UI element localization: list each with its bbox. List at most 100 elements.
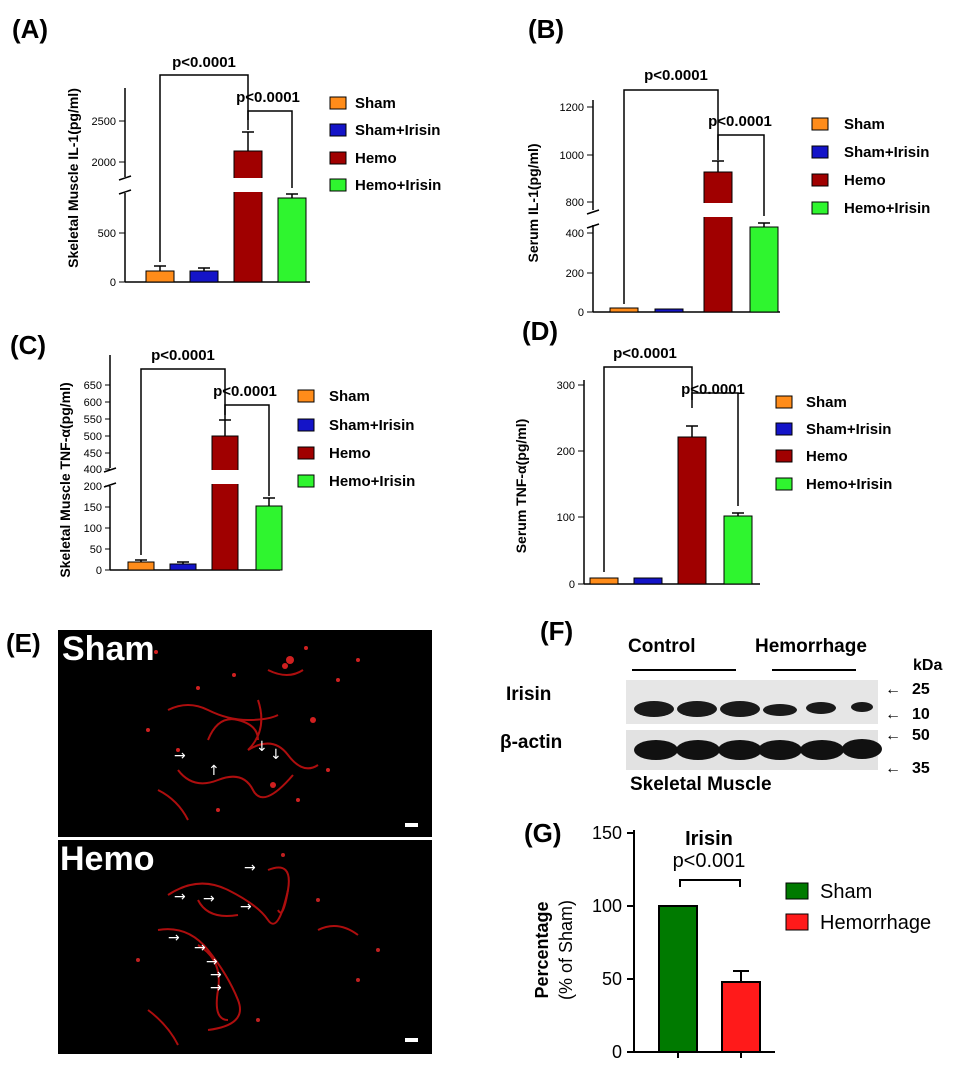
bar-d-sham-irisin — [633, 577, 663, 585]
legend-item: Sham+Irisin — [806, 421, 891, 438]
panel-c-tick: 100 — [84, 523, 102, 535]
marker-25: 25 — [912, 681, 930, 698]
marker-arrow-50: ← — [885, 727, 901, 744]
panel-c: (C) Skeletal Muscle TNF-α(pg/ml) 0 50 10… — [10, 330, 415, 578]
arrow-marker: → — [244, 860, 256, 876]
panel-e-label: (E) — [6, 628, 41, 658]
panel-c-tick: 500 — [84, 431, 102, 443]
legend-item: Hemorrhage — [820, 912, 931, 934]
panel-a-tick: 500 — [98, 228, 116, 240]
panel-a-pvalue-2: p<0.0001 — [236, 89, 300, 106]
kda-label: kDa — [913, 657, 942, 674]
micrograph-sham: Sham → ↑ ↓ ↓ — [58, 630, 432, 837]
group-hemorrhage: Hemorrhage — [755, 636, 867, 657]
panel-d-tick: 200 — [557, 446, 575, 458]
micrograph-hemo-label: Hemo — [60, 840, 155, 878]
legend-item: Hemo — [355, 150, 397, 167]
irisin-row-label: Irisin — [506, 684, 551, 705]
panel-b-tick: 0 — [578, 307, 584, 319]
panel-d-ylabel: Serum TNF-α(pg/ml) — [513, 419, 529, 554]
bar-c-hemo-irisin — [255, 505, 283, 571]
panel-f-label: (F) — [540, 616, 573, 646]
panel-d-tick: 100 — [557, 512, 575, 524]
arrow-marker: → — [168, 930, 180, 946]
panel-b-legend: Sham Sham+Irisin Hemo Hemo+Irisin — [811, 116, 930, 217]
marker-10: 10 — [912, 706, 930, 723]
marker-arrow-10: ← — [885, 706, 901, 723]
panel-c-tick: 0 — [96, 565, 102, 577]
arrow-marker: → — [194, 940, 206, 956]
panel-g: (G) Percentage (% of Sham) 0 50 100 150 … — [524, 818, 931, 1062]
marker-50: 50 — [912, 727, 930, 744]
legend-item: Hemo+Irisin — [844, 200, 930, 217]
panel-a-tick: 0 — [110, 277, 116, 289]
legend-item: Sham — [806, 394, 847, 411]
panel-a-tick: 2000 — [92, 157, 116, 169]
marker-arrow-35: ← — [885, 760, 901, 777]
arrow-marker: → — [210, 980, 222, 996]
bar-b-hemo — [703, 171, 733, 313]
panel-c-tick: 150 — [84, 502, 102, 514]
arrow-marker: → — [206, 954, 218, 970]
panel-c-tick: 650 — [84, 380, 102, 392]
sham-fluorescence — [146, 646, 360, 821]
panel-c-tick: 200 — [84, 481, 102, 493]
bar-d-hemo — [677, 436, 707, 585]
panel-g-ylabel-2: (% of Sham) — [556, 900, 576, 1000]
marker-arrow-25: ← — [885, 681, 901, 698]
arrow-marker: → — [210, 967, 222, 983]
panel-a-bars — [145, 131, 307, 283]
panel-c-tick: 550 — [84, 414, 102, 426]
legend-item: Sham — [820, 881, 872, 903]
panel-c-tick: 450 — [84, 448, 102, 460]
marker-35: 35 — [912, 760, 930, 777]
panel-a-label: (A) — [12, 14, 48, 44]
legend-item: Sham+Irisin — [355, 122, 440, 139]
panel-a-pvalue-1: p<0.0001 — [172, 54, 236, 71]
panel-b-ylabel: Serum IL-1(pg/ml) — [525, 143, 541, 262]
arrow-marker: ↓ — [270, 747, 282, 763]
arrow-marker: → — [203, 891, 215, 907]
bar-b-sham — [609, 307, 639, 313]
legend-item: Hemo — [844, 172, 886, 189]
bar-b-sham-irisin — [654, 308, 684, 313]
panel-b-pvalue-1: p<0.0001 — [644, 67, 708, 84]
panel-b-label: (B) — [528, 14, 564, 44]
panel-c-ylabel: Skeletal Muscle TNF-α(pg/ml) — [57, 382, 73, 577]
bar-a-sham — [145, 270, 175, 283]
arrow-marker: → — [174, 889, 186, 905]
actin-bands — [634, 739, 882, 760]
panel-a: (A) Skeletal Muscle IL-1(pg/ml) 0 500 20… — [12, 14, 441, 289]
panel-b-tick: 800 — [566, 197, 584, 209]
arrow-marker: ↑ — [208, 763, 220, 779]
legend-item: Hemo+Irisin — [806, 476, 892, 493]
panel-a-legend: Sham Sham+Irisin Hemo Hemo+Irisin — [329, 95, 441, 194]
panel-d-tick: 0 — [569, 579, 575, 591]
panel-c-legend: Sham Sham+Irisin Hemo Hemo+Irisin — [297, 388, 415, 490]
irisin-bands — [634, 701, 873, 717]
panel-a-tick: 2500 — [92, 116, 116, 128]
panel-g-tick: 150 — [592, 823, 622, 843]
bar-d-sham — [589, 577, 619, 585]
panel-b-tick: 1000 — [560, 150, 584, 162]
bar-d-hemo-irisin — [723, 515, 753, 585]
panel-d-label: (D) — [522, 316, 558, 346]
legend-item: Sham — [329, 388, 370, 405]
panel-g-pvalue: p<0.001 — [673, 850, 746, 872]
panel-b-tick: 200 — [566, 268, 584, 280]
bar-c-hemo — [211, 435, 239, 571]
panel-b-bars — [609, 160, 779, 313]
panel-b-tick: 400 — [566, 228, 584, 240]
panel-c-label: (C) — [10, 330, 46, 360]
bar-b-hemo-irisin — [749, 226, 779, 313]
bar-c-sham-irisin — [169, 563, 197, 571]
panel-d-pvalue-2: p<0.0001 — [681, 381, 745, 398]
panel-d-bars — [589, 425, 753, 585]
panel-g-tick: 100 — [592, 896, 622, 916]
micrograph-hemo: Hemo → → → → → → → → → — [58, 840, 432, 1054]
arrow-marker: → — [240, 899, 252, 915]
legend-item: Sham — [844, 116, 885, 133]
legend-item: Sham — [355, 95, 396, 112]
bar-g-sham — [658, 905, 698, 1053]
